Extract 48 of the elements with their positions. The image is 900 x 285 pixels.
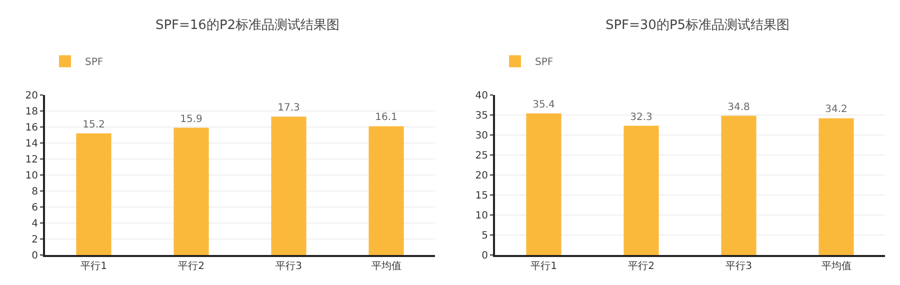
x-tick-label: 平行3 xyxy=(726,261,752,272)
data-label: 15.9 xyxy=(180,114,202,125)
y-tick-label: 35 xyxy=(475,110,488,122)
y-tick-label: 10 xyxy=(475,210,488,222)
x-tick-label: 平行3 xyxy=(276,261,302,272)
x-tick-label: 平均值 xyxy=(371,260,402,272)
data-label: 34.8 xyxy=(728,102,750,113)
y-tick-label: 20 xyxy=(25,90,38,102)
y-tick-label: 10 xyxy=(25,170,38,182)
bar xyxy=(526,113,562,255)
y-tick-label: 0 xyxy=(32,250,38,262)
y-tick-label: 25 xyxy=(475,150,488,162)
chart-title: SPF=16的P2标准品测试结果图 xyxy=(155,18,340,34)
bar xyxy=(818,118,854,255)
x-tick-label: 平行2 xyxy=(178,261,204,272)
y-tick-label: 30 xyxy=(475,130,488,142)
data-label: 34.2 xyxy=(825,104,848,116)
y-tick-label: 2 xyxy=(32,234,38,246)
x-tick-label: 平行2 xyxy=(628,261,654,272)
y-tick-label: 8 xyxy=(32,186,38,198)
x-tick-label: 平行1 xyxy=(80,261,107,272)
y-tick-label: 0 xyxy=(482,250,488,262)
chart-title: SPF=30的P5标准品测试结果图 xyxy=(605,18,790,34)
y-tick-label: 5 xyxy=(482,230,488,242)
y-tick-label: 12 xyxy=(25,154,38,166)
y-tick-label: 15 xyxy=(475,190,488,202)
data-label: 15.2 xyxy=(82,119,105,130)
bar xyxy=(76,133,112,255)
bar xyxy=(624,126,659,255)
x-tick-label: 平均值 xyxy=(821,260,852,272)
bar xyxy=(174,128,209,255)
data-label: 16.1 xyxy=(375,112,398,124)
y-tick-label: 16 xyxy=(25,122,38,134)
bar xyxy=(721,116,756,255)
legend-label: SPF xyxy=(535,57,554,68)
bar xyxy=(368,126,404,255)
y-tick-label: 6 xyxy=(32,202,38,214)
bar xyxy=(271,116,306,255)
y-tick-label: 4 xyxy=(32,218,38,230)
y-tick-label: 20 xyxy=(475,170,488,182)
y-tick-label: 18 xyxy=(25,106,38,118)
data-label: 17.3 xyxy=(278,102,300,114)
y-tick-label: 40 xyxy=(475,90,488,102)
legend-label: SPF xyxy=(85,57,104,68)
data-label: 35.4 xyxy=(532,99,555,110)
x-tick-label: 平行1 xyxy=(530,261,557,272)
y-tick-label: 14 xyxy=(25,138,38,150)
data-label: 32.3 xyxy=(630,112,652,123)
